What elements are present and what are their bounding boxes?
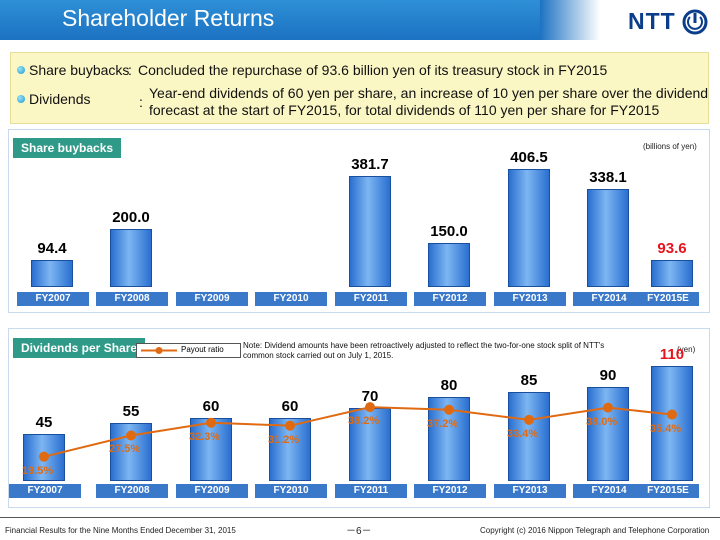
buyback-value-label: 93.6 [657,239,687,257]
dividend-value-label: 70 [361,387,379,405]
page-title: Shareholder Returns [62,5,275,31]
buyback-category-label: FY2009 [176,292,248,306]
payout-ratio-label: 19.5% [22,464,54,477]
payout-ratio-label: 33.4% [507,427,539,440]
buyback-category-label: FY2014 [573,292,645,306]
title-bar-fade [540,0,600,40]
buyback-category-label: FY2013 [494,292,566,306]
buyback-category-label: FY2008 [96,292,168,306]
dividend-bar [587,386,629,481]
dividend-bar [428,397,470,481]
logo-text: NTT [628,8,676,34]
buyback-category-label: FY2011 [335,292,407,306]
title-bar [0,0,575,40]
payout-ratio-label: 27.5% [109,443,141,456]
summary-box: Share buybacks : Concluded the repurchas… [10,52,709,124]
payout-ratio-label: 31.2% [268,433,300,446]
buybacks-label: Share buybacks [29,62,130,78]
buyback-bar [110,228,152,287]
buyback-bar [651,259,693,287]
dividend-bar [269,418,311,481]
buyback-bar [31,259,73,287]
dividend-bar [190,418,232,481]
buyback-category-label: FY2015E [637,292,699,306]
summary-buybacks: Share buybacks : Concluded the repurchas… [17,62,607,78]
buyback-category-label: FY2012 [414,292,486,306]
buyback-bar [428,243,470,287]
ntt-logo: NTT [628,8,708,35]
payout-ratio-label: 32.3% [189,430,221,443]
dividends-sep: : [139,94,143,110]
dividend-category-label: FY2012 [414,484,486,498]
buybacks-sep: : [128,62,132,78]
buyback-value-label: 150.0 [430,223,468,241]
dividends-text: Year-end dividends of 60 yen per share, … [149,85,709,118]
buyback-category-label: FY2007 [17,292,89,306]
dividend-category-label: FY2015E [637,484,699,498]
dividends-label: Dividends [29,91,91,107]
buyback-value-label: 338.1 [589,168,627,186]
buyback-value-label: 381.7 [351,156,389,174]
dividend-category-label: FY2009 [176,484,248,498]
payout-ratio-label: 35.4% [650,422,682,435]
dividend-category-label: FY2014 [573,484,645,498]
payout-ratio-label: 37.2% [427,417,459,430]
ntt-logo-icon [682,9,708,34]
buybacks-unit: (billions of yen) [643,142,697,151]
buyback-bar [508,168,550,287]
dividend-category-label: FY2011 [335,484,407,498]
dividend-value-label: 60 [281,398,299,415]
dividend-value-label: 60 [202,398,220,415]
buybacks-tab: Share buybacks [13,138,122,158]
buyback-value-label: 406.5 [510,148,548,166]
dividend-category-label: FY2010 [255,484,327,498]
footer-divider [0,517,720,518]
dividend-value-label: 45 [35,413,53,431]
dividends-tab: Dividends per Share [13,338,146,358]
payout-legend: Payout ratio [136,343,241,358]
buyback-value-label: 94.4 [37,239,67,257]
dividend-note: Note: Dividend amounts have been retroac… [243,341,605,360]
dividend-value-label: 55 [122,403,140,421]
page-number: －6－ [346,526,372,537]
footer-left: Financial Results for the Nine Months En… [5,526,236,535]
buyback-bar [349,176,391,287]
dividend-category-label: FY2007 [9,484,81,498]
dividends-unit: (yen) [677,345,696,354]
legend-line-icon [141,347,177,354]
dividend-value-label: 80 [440,377,458,394]
payout-ratio-label: 38.2% [348,415,380,428]
summary-dividends: Dividends : Year-end dividends of 60 yen… [17,85,709,119]
footer-copyright: Copyright (c) 2016 Nippon Telegraph and … [480,526,710,535]
dividend-value-label: 110 [659,345,685,363]
legend-label: Payout ratio [181,345,224,354]
dividend-category-label: FY2013 [494,484,566,498]
bullet-icon [17,95,25,103]
buyback-bar [587,188,629,287]
dividend-category-label: FY2008 [96,484,168,498]
buybacks-text: Concluded the repurchase of 93.6 billion… [138,62,608,78]
buyback-value-label: 200.0 [112,208,150,226]
payout-ratio-label: 38.0% [586,415,618,428]
bullet-icon [17,66,25,74]
buyback-category-label: FY2010 [255,292,327,306]
dividend-value-label: 90 [599,366,617,384]
dividend-value-label: 85 [520,371,538,389]
